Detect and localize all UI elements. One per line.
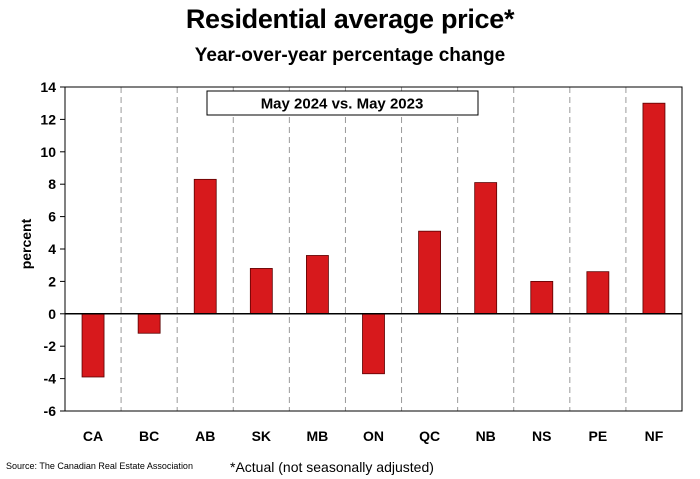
- bar: [474, 182, 498, 315]
- x-tick-label: NB: [476, 428, 496, 444]
- y-tick-label: 2: [48, 273, 56, 289]
- x-tick-label: ON: [363, 428, 384, 444]
- bar: [306, 255, 329, 315]
- x-tick-label: BC: [139, 428, 159, 444]
- chart-title: Residential average price*: [185, 4, 515, 34]
- y-tick-label: 4: [48, 241, 56, 257]
- bar: [193, 178, 217, 315]
- x-tick-label: NF: [645, 428, 664, 444]
- y-tick-label: -2: [44, 338, 57, 354]
- bar: [362, 313, 385, 375]
- x-tick-label: MB: [307, 428, 329, 444]
- bar: [249, 268, 273, 315]
- y-tick-label: 10: [40, 144, 56, 160]
- y-tick-label: -4: [44, 371, 57, 387]
- bar: [418, 230, 441, 315]
- source-note: Source: The Canadian Real Estate Associa…: [6, 461, 193, 471]
- x-tick-label: SK: [252, 428, 271, 444]
- annotation-box: [206, 90, 479, 116]
- x-tick-label: CA: [83, 428, 103, 444]
- annotation-text: May 2024 vs. May 2023: [261, 96, 424, 113]
- x-tick-label: NS: [532, 428, 551, 444]
- bar: [530, 280, 554, 315]
- y-tick-label: 14: [40, 79, 56, 95]
- chart-subtitle: Year-over-year percentage change: [194, 45, 506, 66]
- x-tick-label: AB: [195, 428, 215, 444]
- y-tick-label: 6: [48, 209, 56, 225]
- bar: [586, 271, 610, 315]
- y-tick-label: -6: [44, 403, 57, 419]
- x-tick-label: QC: [419, 428, 440, 444]
- y-tick-label: 8: [48, 176, 56, 192]
- bar: [642, 102, 666, 315]
- footnote: *Actual (not seasonally adjusted): [230, 459, 434, 475]
- bar: [137, 313, 161, 334]
- x-tick-label: PE: [589, 428, 608, 444]
- y-tick-label: 12: [40, 111, 56, 127]
- y-tick-label: 0: [48, 306, 56, 322]
- bar: [81, 313, 105, 378]
